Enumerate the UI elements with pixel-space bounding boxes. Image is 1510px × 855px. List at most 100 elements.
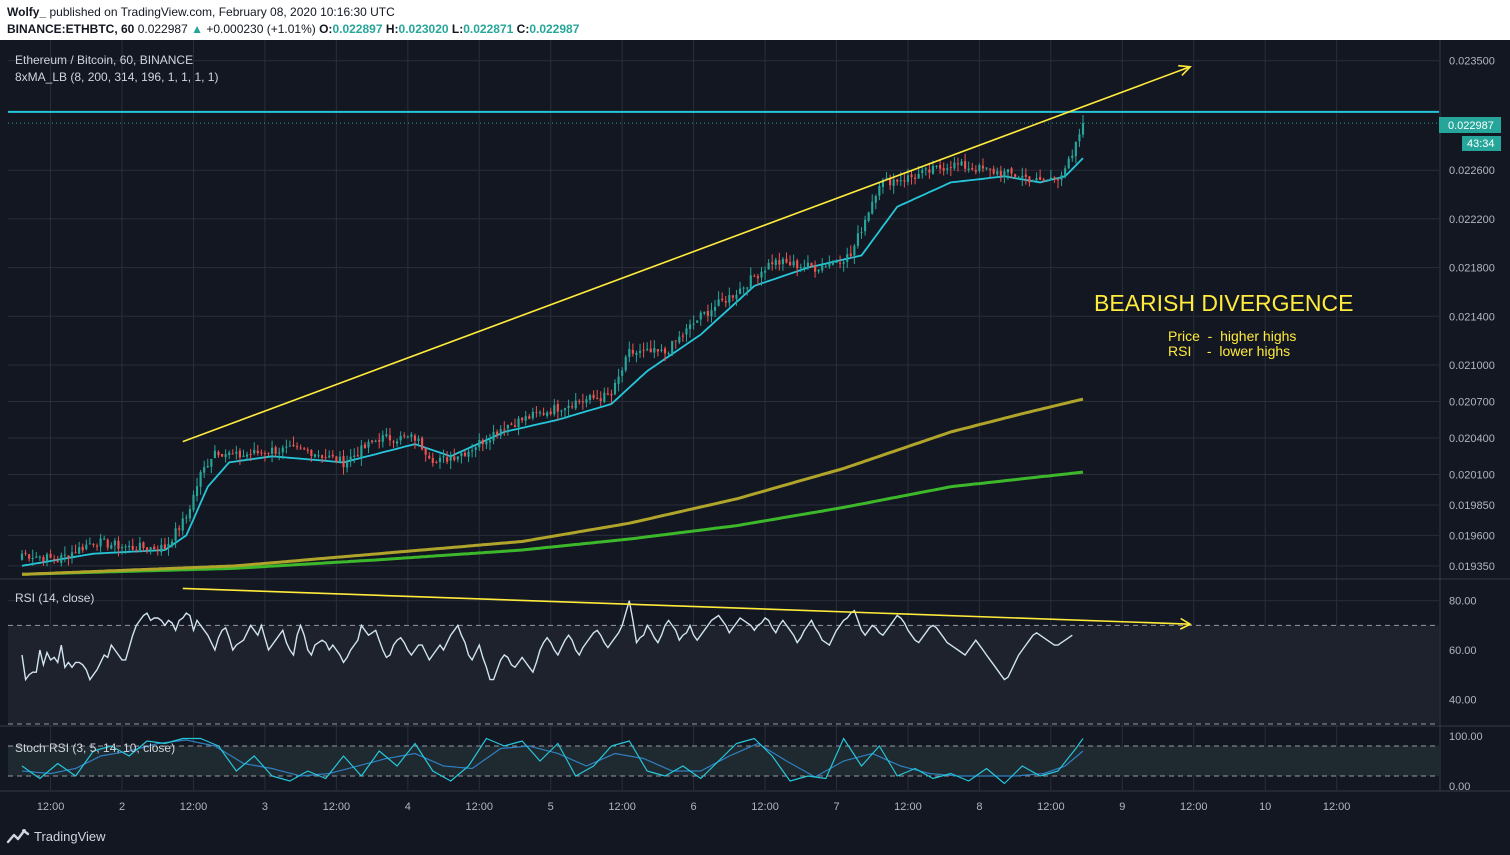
open-value: 0.022897	[332, 22, 383, 36]
candle-up	[353, 455, 356, 457]
candle-up	[1074, 141, 1077, 157]
low-label: L:	[451, 22, 464, 36]
candle-up	[124, 546, 127, 548]
candle-up	[328, 455, 331, 458]
candle-up	[735, 294, 738, 299]
candle-up	[717, 299, 720, 306]
candle-down	[153, 546, 156, 550]
candle-up	[878, 186, 881, 196]
candle-up	[585, 399, 588, 403]
tradingview-logo-icon[interactable]	[6, 827, 30, 845]
candle-up	[953, 162, 956, 169]
candle-up	[828, 263, 831, 267]
candle-down	[785, 258, 788, 263]
candle-down	[363, 444, 367, 449]
candle-down	[403, 435, 406, 437]
candle-down	[49, 553, 52, 558]
candle-up	[710, 310, 713, 317]
candle-up	[713, 306, 717, 311]
tradingview-brand[interactable]: TradingView	[34, 829, 106, 844]
candle-down	[771, 262, 774, 265]
candle-down	[756, 276, 759, 279]
candle-up	[45, 554, 49, 562]
candle-up	[692, 323, 695, 325]
candle-up	[867, 212, 870, 221]
candle-up	[874, 196, 877, 203]
candle-down	[581, 401, 584, 403]
candle-up	[474, 447, 477, 450]
candle-up	[653, 348, 656, 353]
candle-down	[663, 348, 667, 354]
candle-down	[542, 412, 545, 415]
candle-down	[428, 455, 431, 459]
candle-up	[899, 180, 902, 182]
price-chart[interactable]: 0.023500 0.022600 0.022200 0.021800 0.021400…	[0, 40, 1510, 818]
candle-down	[67, 555, 70, 559]
candle-up	[742, 287, 745, 289]
time-tick-label: 12:00	[466, 801, 494, 813]
candle-down	[28, 554, 31, 559]
footer: TradingView	[0, 818, 1510, 855]
candle-down	[535, 411, 538, 413]
candle-up	[638, 350, 642, 353]
candle-down	[724, 301, 727, 303]
candle-down	[1042, 179, 1045, 181]
candle-down	[56, 561, 59, 563]
candle-down	[889, 177, 892, 186]
candle-up	[381, 435, 384, 442]
candle-up	[471, 450, 474, 452]
candle-up	[449, 457, 452, 461]
candle-down	[731, 295, 734, 298]
candle-up	[1021, 175, 1024, 178]
candle-down	[321, 455, 324, 458]
candle-down	[260, 452, 263, 454]
candle-up	[456, 456, 459, 460]
candle-down	[1014, 174, 1017, 177]
candle-up	[767, 263, 770, 270]
candle-up	[367, 441, 370, 448]
candle-up	[167, 543, 170, 548]
candle-up	[531, 411, 534, 419]
candle-up	[120, 547, 124, 549]
candle-down	[839, 262, 842, 264]
candle-down	[142, 542, 145, 549]
candle-up	[99, 538, 102, 547]
candle-up	[185, 517, 188, 519]
candle-up	[396, 441, 399, 444]
candle-down	[753, 275, 756, 277]
price-tick-label: 0.022200	[1449, 214, 1495, 226]
candle-up	[492, 431, 495, 441]
candle-down	[813, 265, 817, 272]
candle-up	[892, 179, 895, 186]
candle-up	[917, 173, 920, 179]
rsi-tick-label: 80.00	[1449, 596, 1477, 608]
candle-up	[31, 557, 34, 559]
stoch-d-line	[21, 739, 1084, 778]
chart-title: Ethereum / Bitcoin, 60, BINANCE	[15, 53, 193, 67]
candle-down	[528, 416, 531, 419]
time-tick-label: 12:00	[894, 801, 922, 813]
author-name[interactable]: Wolfy_	[7, 5, 47, 19]
candle-down	[942, 168, 945, 171]
price-tick-label: 0.021800	[1449, 263, 1495, 275]
trendlines	[8, 64, 1439, 443]
candle-up	[1006, 169, 1010, 173]
countdown-label: 43:34	[1467, 138, 1495, 150]
candle-up	[671, 340, 674, 354]
candle-up	[35, 556, 38, 558]
low-value: 0.022871	[463, 22, 514, 36]
candle-up	[467, 451, 470, 457]
candle-up	[871, 201, 874, 214]
candle-up	[960, 161, 963, 166]
candle-up	[78, 547, 81, 554]
candle-down	[631, 349, 634, 354]
time-tick-label: 12:00	[1037, 801, 1065, 813]
candle-down	[292, 444, 295, 447]
candle-up	[1031, 181, 1035, 183]
candle-up	[399, 436, 402, 441]
time-tick-label: 7	[833, 801, 839, 813]
candle-up	[728, 295, 731, 303]
candle-up	[410, 434, 413, 437]
candle-up	[199, 472, 202, 487]
candle-up	[442, 456, 445, 458]
